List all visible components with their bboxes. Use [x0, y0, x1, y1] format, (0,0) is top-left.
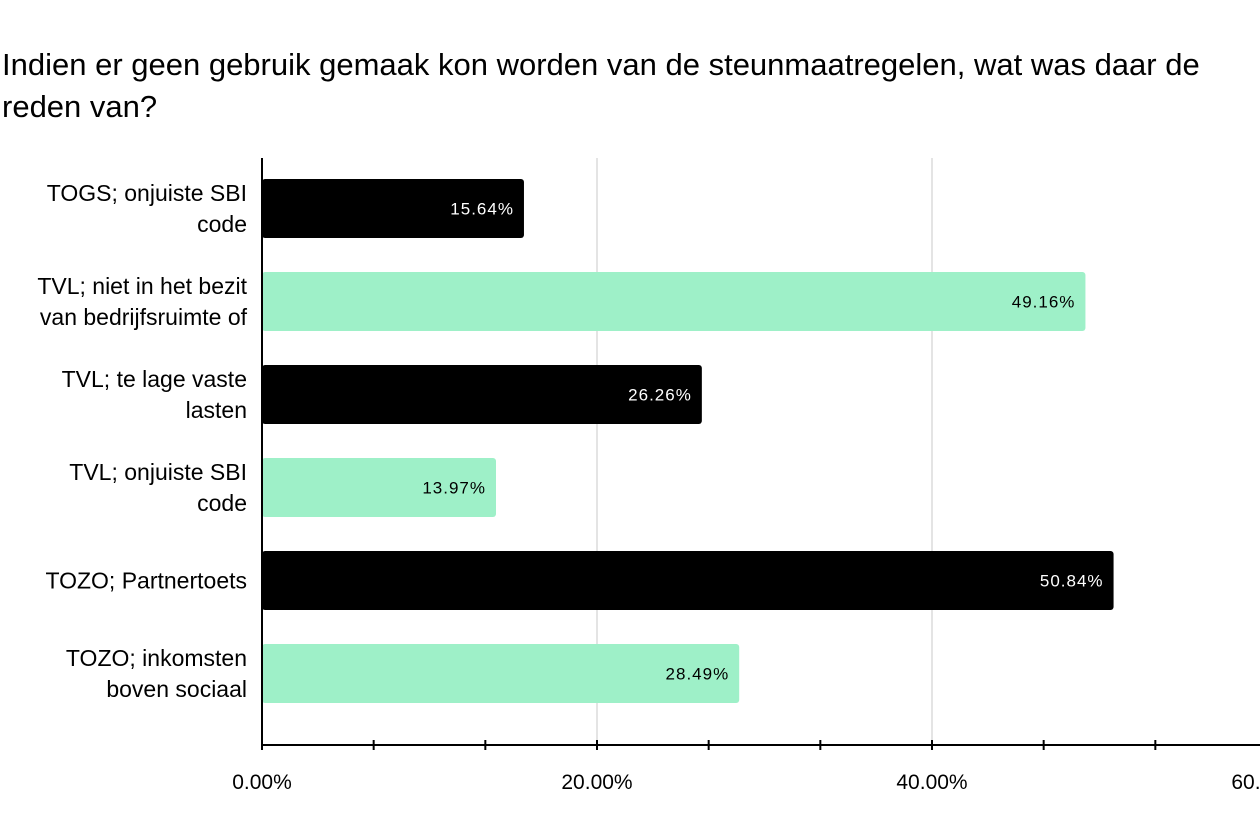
category-label: TOZO; inkomsten boven sociaal	[66, 645, 247, 702]
bar	[262, 179, 524, 238]
category-label: TVL; niet in het bezit van bedrijfsruimte…	[37, 273, 247, 330]
chart-title: Indien er geen gebruik gemaak kon worden…	[2, 47, 1200, 124]
bar	[262, 458, 496, 517]
category-label: TOZO; Partnertoets	[45, 568, 247, 594]
data-label: 13.97%	[422, 479, 486, 498]
data-label: 15.64%	[450, 200, 514, 219]
bar	[262, 551, 1114, 610]
labels: 15.64% TOGS; onjuiste SBI code 49.16% TVL; n…	[37, 180, 1260, 794]
data-label: 26.26%	[628, 386, 692, 405]
category-label: TVL; te lage vaste lasten	[62, 366, 247, 423]
x-tick-label: 60.00%	[1231, 771, 1260, 794]
category-label: TVL; onjuiste SBI code	[69, 459, 247, 516]
data-label: 28.49%	[666, 665, 730, 684]
x-tick-label: 0.00%	[232, 771, 292, 794]
bar	[262, 272, 1086, 331]
x-tick-label: 20.00%	[561, 771, 632, 794]
bars	[262, 179, 1114, 703]
x-tick-label: 40.00%	[896, 771, 967, 794]
bar	[262, 365, 702, 424]
bar	[262, 644, 740, 703]
category-label: TOGS; onjuiste SBI code	[47, 180, 247, 237]
data-label: 50.84%	[1040, 572, 1104, 591]
axes	[261, 158, 1260, 750]
data-label: 49.16%	[1012, 293, 1076, 312]
